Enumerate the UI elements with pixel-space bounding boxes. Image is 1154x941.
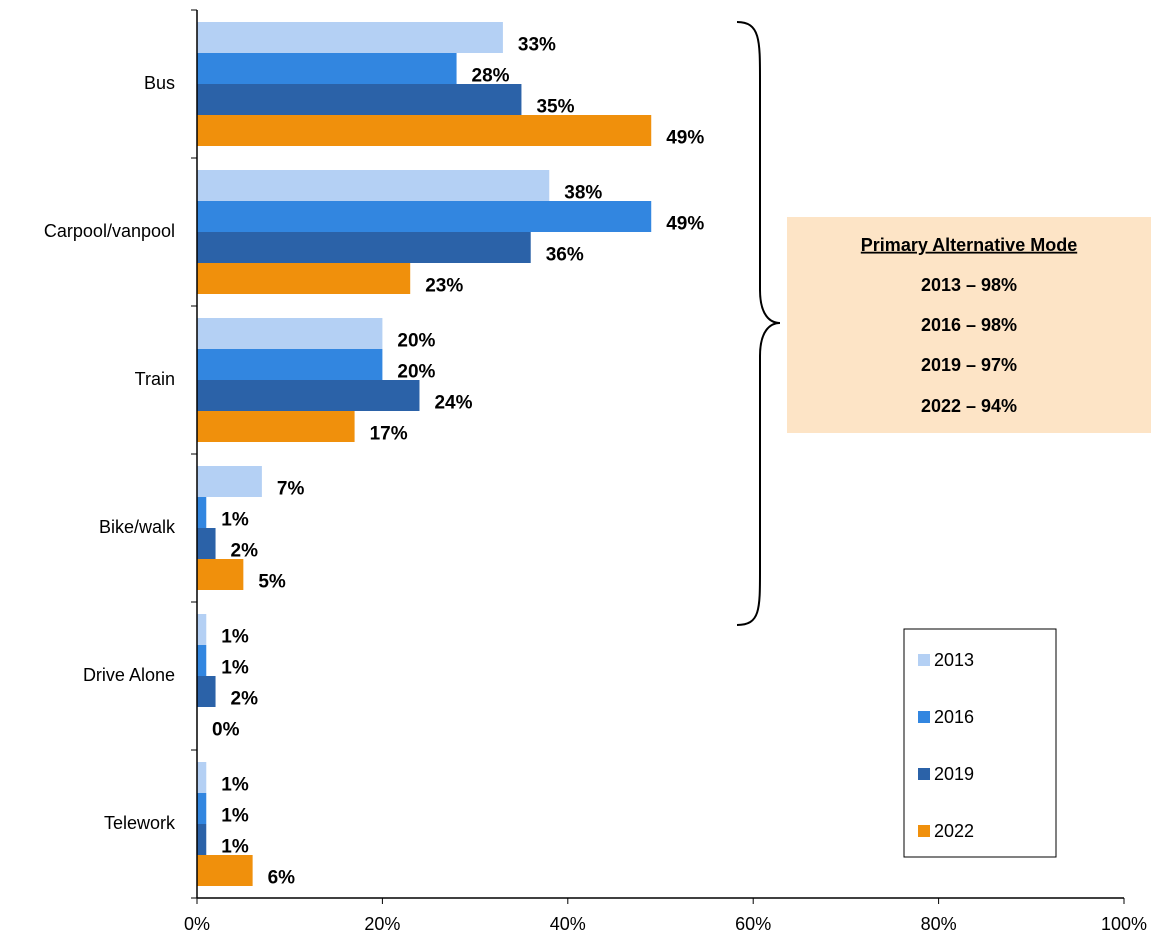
x-tick-label: 20%	[364, 914, 400, 934]
value-label: 20%	[397, 362, 435, 383]
bar	[197, 645, 207, 676]
value-label: 49%	[666, 214, 704, 235]
x-tick-label: 100%	[1101, 914, 1147, 934]
bar	[197, 263, 411, 294]
value-label: 1%	[221, 775, 249, 796]
annotation-line: 2019 – 97%	[921, 355, 1017, 375]
value-label: 28%	[472, 66, 510, 87]
legend-label: 2016	[934, 707, 974, 727]
brace	[736, 21, 781, 626]
legend-label: 2019	[934, 764, 974, 784]
legend-swatch	[918, 654, 930, 666]
annotation-title: Primary Alternative Mode	[861, 235, 1077, 255]
x-tick-label: 60%	[735, 914, 771, 934]
value-label: 1%	[221, 658, 249, 679]
value-label: 0%	[212, 720, 240, 741]
bar	[197, 411, 355, 442]
annotation-line: 2016 – 98%	[921, 315, 1017, 335]
annotation-line: 2013 – 98%	[921, 275, 1017, 295]
bar	[197, 855, 253, 886]
value-label: 1%	[221, 510, 249, 531]
y-tick-label: Drive Alone	[83, 665, 175, 685]
value-label: 36%	[546, 245, 584, 266]
annotation-box	[787, 217, 1151, 433]
value-label: 1%	[221, 627, 249, 648]
bar	[197, 380, 420, 411]
bar	[197, 53, 457, 84]
legend-label: 2022	[934, 821, 974, 841]
bar	[197, 614, 207, 645]
bar	[197, 201, 652, 232]
legend-swatch	[918, 825, 930, 837]
value-label: 2%	[231, 541, 259, 562]
value-label: 24%	[434, 393, 472, 414]
x-tick-label: 40%	[550, 914, 586, 934]
x-tick-label: 0%	[184, 914, 210, 934]
value-label: 20%	[397, 331, 435, 352]
bar	[197, 232, 531, 263]
value-label: 2%	[231, 689, 259, 710]
value-label: 7%	[277, 479, 305, 500]
y-tick-label: Carpool/vanpool	[44, 221, 175, 241]
annotation-line: 2022 – 94%	[921, 396, 1017, 416]
bar	[197, 559, 244, 590]
legend-swatch	[918, 711, 930, 723]
value-label: 6%	[268, 868, 296, 889]
bar	[197, 349, 383, 380]
bar	[197, 466, 262, 497]
y-tick-label: Bus	[144, 73, 175, 93]
y-tick-label: Train	[135, 369, 175, 389]
bar	[197, 793, 207, 824]
bar	[197, 528, 216, 559]
bar	[197, 170, 550, 201]
value-label: 17%	[370, 424, 408, 445]
x-tick-label: 80%	[921, 914, 957, 934]
bar	[197, 762, 207, 793]
value-label: 5%	[258, 572, 286, 593]
value-label: 1%	[221, 806, 249, 827]
legend-swatch	[918, 768, 930, 780]
value-label: 23%	[425, 276, 463, 297]
y-tick-label: Bike/walk	[99, 517, 176, 537]
legend-box	[903, 628, 1057, 858]
bar	[197, 824, 207, 855]
bar	[197, 84, 522, 115]
bar	[197, 22, 503, 53]
bar	[197, 115, 652, 146]
bar	[197, 497, 207, 528]
value-label: 38%	[564, 183, 602, 204]
value-label: 33%	[518, 35, 556, 56]
value-label: 1%	[221, 837, 249, 858]
bar	[197, 676, 216, 707]
value-label: 49%	[666, 128, 704, 149]
legend-label: 2013	[934, 650, 974, 670]
bar	[197, 318, 383, 349]
value-label: 35%	[536, 97, 574, 118]
y-tick-label: Telework	[104, 813, 176, 833]
